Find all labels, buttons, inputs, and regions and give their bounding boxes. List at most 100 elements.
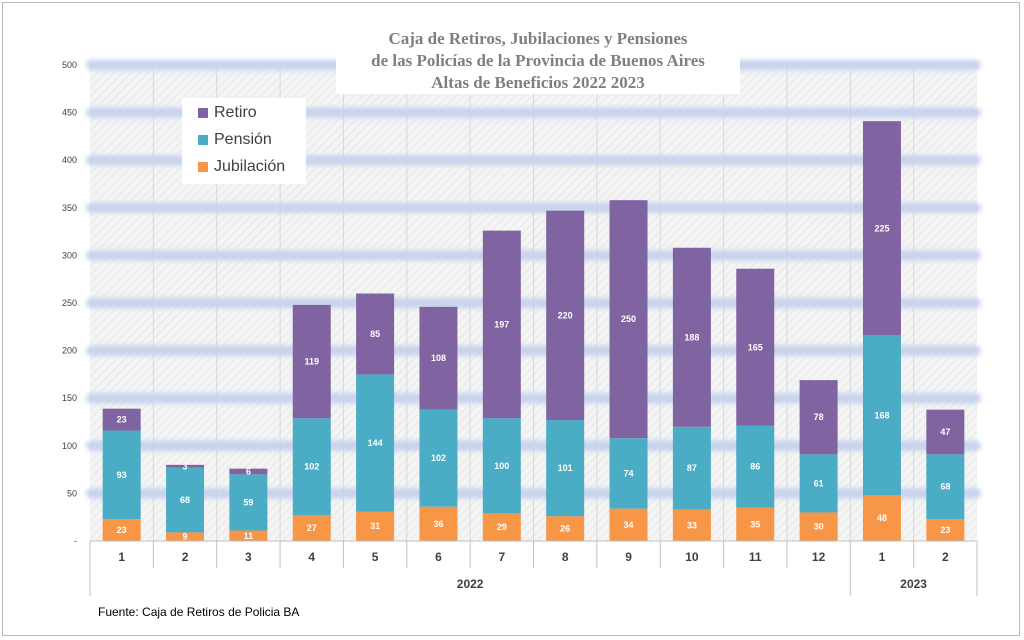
bar-segment-pension <box>926 454 965 520</box>
legend-label-jubilacion: Jubilación <box>214 158 286 175</box>
x-tick-label: 9 <box>625 550 632 564</box>
x-tick-label: 11 <box>749 550 762 564</box>
data-label-pension: 68 <box>180 495 190 505</box>
bar-segment-retiro <box>229 468 268 475</box>
data-label-jubilacion: 29 <box>497 522 507 532</box>
bar-segment-retiro <box>419 306 458 410</box>
data-label-pension: 100 <box>494 461 509 471</box>
bar-segment-jubilacion <box>292 515 331 541</box>
x-tick-label: 12 <box>812 550 826 564</box>
data-label-retiro: 47 <box>940 427 950 437</box>
chart-title-line-1: Caja de Retiros, Jubilaciones y Pensione… <box>388 29 688 48</box>
data-label-pension: 86 <box>750 462 760 472</box>
legend-swatch-jubilacion <box>198 162 208 172</box>
data-label-pension: 59 <box>243 497 253 507</box>
y-tick-label: 250 <box>62 298 77 308</box>
bar-segment-retiro <box>736 268 775 426</box>
bar-segment-retiro <box>799 380 838 455</box>
data-label-jubilacion: 31 <box>370 521 380 531</box>
y-tick-label: - <box>74 536 77 546</box>
data-label-retiro: 220 <box>558 310 573 320</box>
bar-segment-retiro <box>862 121 901 336</box>
x-tick-label: 2 <box>942 550 949 564</box>
bar-segment-retiro <box>926 409 965 455</box>
y-tick-label: 500 <box>62 60 77 70</box>
data-label-pension: 102 <box>431 453 446 463</box>
x-tick-label: 8 <box>562 550 569 564</box>
legend-item-retiro: Retiro <box>198 103 257 123</box>
bar-segment-pension <box>166 467 205 533</box>
data-label-jubilacion: 11 <box>244 531 254 541</box>
bar-segment-retiro <box>166 464 205 468</box>
legend-swatch-retiro <box>198 108 208 118</box>
bar-segment-retiro <box>546 210 585 421</box>
data-label-jubilacion: 27 <box>307 523 317 533</box>
data-label-jubilacion: 9 <box>183 532 188 542</box>
legend-swatch-pension <box>198 135 208 145</box>
data-label-jubilacion: 48 <box>877 513 887 523</box>
bar-segment-jubilacion <box>166 532 205 541</box>
bar-segment-jubilacion <box>862 495 901 541</box>
data-label-pension: 74 <box>624 468 634 478</box>
bar-segment-jubilacion <box>736 507 775 541</box>
y-tick-label: 50 <box>67 488 77 498</box>
bar-segment-jubilacion <box>229 530 268 541</box>
bar-segment-pension <box>546 420 585 517</box>
bar-segment-jubilacion <box>482 513 521 541</box>
data-label-jubilacion: 26 <box>560 524 570 534</box>
data-label-retiro: 197 <box>494 319 509 329</box>
data-label-retiro: 6 <box>246 467 251 477</box>
y-tick-label: 400 <box>62 155 77 165</box>
bar-segment-pension <box>799 454 838 513</box>
bar-segment-pension <box>736 425 775 508</box>
x-tick-label: 7 <box>498 550 505 564</box>
bar-segment-pension <box>482 418 521 514</box>
source-note: Fuente: Caja de Retiros de Policia BA <box>98 605 300 619</box>
y-tick-label: 300 <box>62 250 77 260</box>
bar-segment-pension <box>292 418 331 516</box>
data-label-retiro: 3 <box>183 461 188 471</box>
bar-segment-jubilacion <box>672 509 711 541</box>
bar-segment-pension <box>356 374 395 512</box>
bar-segment-retiro <box>292 304 331 419</box>
data-label-jubilacion: 35 <box>750 519 760 529</box>
bar-segment-pension <box>672 426 711 510</box>
bar-segment-retiro <box>672 247 711 427</box>
x-tick-label: 10 <box>685 550 699 564</box>
data-label-jubilacion: 34 <box>624 520 634 530</box>
x-group-label: 2022 <box>457 577 484 591</box>
data-label-pension: 101 <box>558 463 573 473</box>
x-tick-label: 1 <box>879 550 886 564</box>
chart-title-line-3: Altas de Beneficios 2022 2023 <box>431 73 645 92</box>
bar-segment-retiro <box>609 200 648 439</box>
y-tick-label: 150 <box>62 393 77 403</box>
data-label-retiro: 78 <box>814 412 824 422</box>
data-label-pension: 102 <box>304 462 319 472</box>
data-label-pension: 93 <box>117 470 127 480</box>
data-label-retiro: 188 <box>684 332 699 342</box>
data-label-retiro: 23 <box>117 415 127 425</box>
data-label-retiro: 119 <box>304 357 319 367</box>
data-label-retiro: 250 <box>621 314 636 324</box>
x-tick-label: 5 <box>372 550 379 564</box>
data-label-pension: 144 <box>368 438 383 448</box>
bar-segment-pension <box>102 430 141 520</box>
x-tick-label: 1 <box>118 550 125 564</box>
data-label-pension: 87 <box>687 463 697 473</box>
x-tick-label: 3 <box>245 550 252 564</box>
y-tick-label: 200 <box>62 346 77 356</box>
x-group-label: 2023 <box>900 577 927 591</box>
legend-item-pension: Pensión <box>198 130 272 150</box>
bar-segment-retiro <box>356 293 395 375</box>
y-tick-label: 100 <box>62 441 77 451</box>
data-label-jubilacion: 23 <box>940 525 950 535</box>
bar-segment-pension <box>229 474 268 531</box>
bar-segment-jubilacion <box>926 519 965 541</box>
y-tick-label: 350 <box>62 203 77 213</box>
chart-title-line-2: de las Policías de la Provincia de Bueno… <box>371 51 705 70</box>
bar-segment-retiro <box>482 230 521 419</box>
chart-legend: Retiro Pensión Jubilación <box>182 98 306 184</box>
legend-label-pension: Pensión <box>214 131 272 148</box>
bar-segment-jubilacion <box>102 519 141 541</box>
data-label-jubilacion: 33 <box>687 520 697 530</box>
